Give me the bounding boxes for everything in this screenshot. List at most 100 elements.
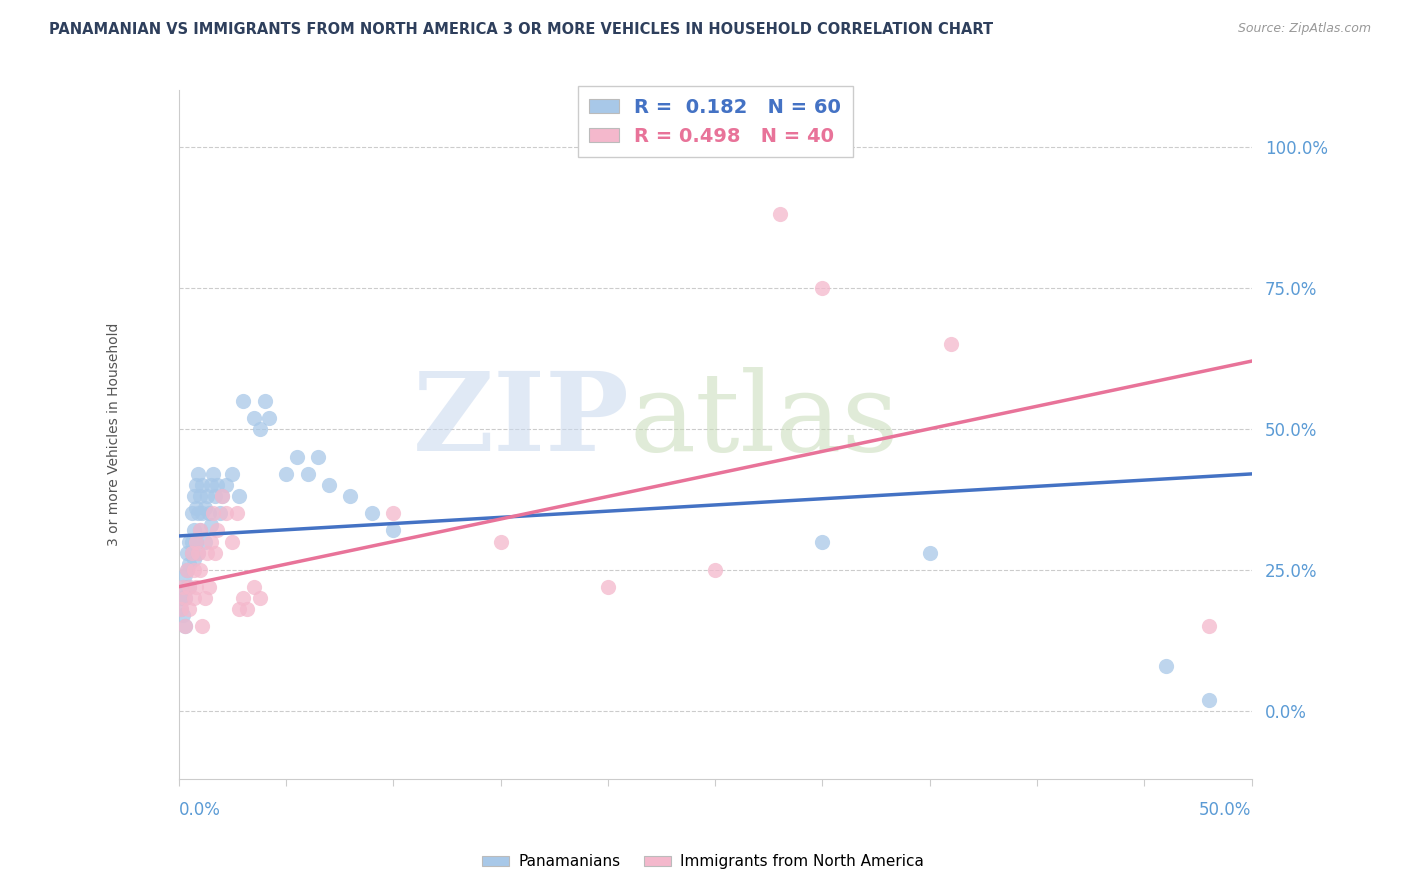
Text: 0.0%: 0.0% (179, 801, 221, 819)
Point (200, 517, 222, 532)
Point (191, 619, 214, 633)
Point (204, 546, 226, 560)
Point (202, 467, 225, 481)
Point (274, 467, 297, 481)
Point (195, 546, 218, 560)
Point (207, 524, 229, 538)
Point (236, 602, 259, 616)
Point (174, 619, 197, 633)
Point (176, 580, 198, 594)
Point (187, 546, 209, 560)
Point (184, 534, 207, 549)
Point (170, 602, 193, 616)
Point (211, 490, 233, 504)
Text: ZIP: ZIP (412, 368, 630, 475)
Point (200, 478, 222, 492)
Point (225, 507, 247, 521)
Point (768, 207, 790, 221)
Point (232, 393, 254, 408)
Point (253, 393, 276, 408)
Point (1154, 658, 1177, 673)
Point (307, 450, 329, 464)
Point (172, 607, 194, 622)
Point (188, 563, 211, 577)
Point (202, 507, 225, 521)
Point (179, 534, 201, 549)
Point (208, 507, 231, 521)
Point (215, 478, 238, 492)
Point (188, 524, 211, 538)
Point (193, 500, 215, 515)
Point (941, 337, 963, 351)
Point (170, 602, 193, 616)
Point (176, 563, 198, 577)
Point (184, 478, 207, 492)
Point (360, 507, 382, 521)
Point (257, 410, 280, 425)
Point (172, 580, 194, 594)
Point (918, 546, 941, 560)
Point (200, 534, 222, 549)
Point (215, 507, 238, 521)
Point (174, 591, 197, 605)
Text: atlas: atlas (630, 368, 898, 475)
Point (172, 580, 194, 594)
Point (228, 602, 250, 616)
Point (179, 557, 201, 571)
Point (187, 467, 209, 481)
Point (184, 534, 207, 549)
Point (382, 524, 405, 538)
Point (285, 450, 308, 464)
Point (228, 490, 250, 504)
Point (176, 563, 198, 577)
Point (183, 524, 205, 538)
Text: 50.0%: 50.0% (1199, 801, 1251, 819)
Point (249, 591, 271, 605)
Point (193, 591, 215, 605)
Point (811, 281, 834, 295)
Point (339, 490, 361, 504)
Point (207, 478, 229, 492)
Point (176, 546, 198, 560)
Point (297, 467, 319, 481)
Point (1198, 692, 1220, 706)
Point (170, 591, 193, 605)
Point (318, 478, 340, 492)
Point (179, 602, 201, 616)
Text: Source: ZipAtlas.com: Source: ZipAtlas.com (1237, 22, 1371, 36)
Point (184, 580, 207, 594)
Point (382, 507, 405, 521)
Point (193, 534, 215, 549)
Point (188, 524, 211, 538)
Point (232, 591, 254, 605)
Point (1198, 619, 1220, 633)
Text: PANAMANIAN VS IMMIGRANTS FROM NORTH AMERICA 3 OR MORE VEHICLES IN HOUSEHOLD CORR: PANAMANIAN VS IMMIGRANTS FROM NORTH AMER… (49, 22, 993, 37)
Point (198, 507, 221, 521)
Point (249, 422, 271, 436)
Point (221, 534, 243, 549)
Point (204, 490, 226, 504)
Point (191, 507, 214, 521)
Point (187, 507, 209, 521)
Legend: R =  0.182   N = 60, R = 0.498   N = 40: R = 0.182 N = 60, R = 0.498 N = 40 (578, 87, 852, 157)
Point (243, 410, 266, 425)
Point (174, 591, 197, 605)
Text: 3 or more Vehicles in Household: 3 or more Vehicles in Household (107, 323, 121, 546)
Point (183, 563, 205, 577)
Legend: Panamanians, Immigrants from North America: Panamanians, Immigrants from North Ameri… (475, 848, 931, 875)
Point (489, 534, 512, 549)
Point (180, 507, 202, 521)
Point (221, 467, 243, 481)
Point (179, 580, 201, 594)
Point (180, 534, 202, 549)
Point (187, 546, 209, 560)
Point (179, 580, 201, 594)
Point (174, 619, 197, 633)
Point (183, 551, 205, 566)
Point (191, 478, 214, 492)
Point (704, 563, 727, 577)
Point (195, 490, 218, 504)
Point (180, 546, 202, 560)
Point (211, 490, 233, 504)
Point (174, 568, 197, 582)
